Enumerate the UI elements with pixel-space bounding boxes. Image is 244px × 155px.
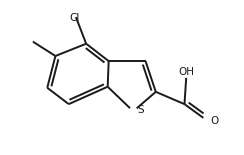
Text: OH: OH — [179, 67, 194, 77]
Text: S: S — [137, 105, 143, 115]
Text: O: O — [210, 115, 219, 126]
Text: Cl: Cl — [70, 13, 80, 23]
